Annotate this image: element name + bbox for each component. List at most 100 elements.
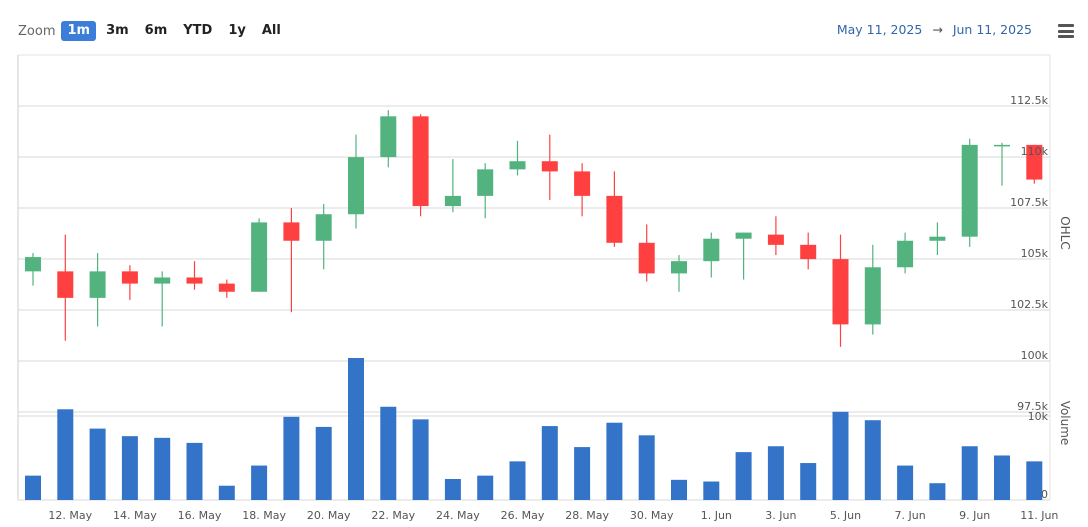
volume-bar[interactable]: [1026, 461, 1043, 500]
candle-body: [251, 222, 268, 292]
candle[interactable]: [735, 232, 752, 280]
candle-body: [315, 214, 332, 241]
zoom-3m-button[interactable]: 3m: [106, 23, 129, 38]
date-range: May 11, 2025 → Jun 11, 2025: [837, 22, 1032, 37]
volume-bar[interactable]: [574, 447, 591, 500]
candle-body: [994, 144, 1010, 147]
candle[interactable]: [509, 140, 526, 176]
volume-bar[interactable]: [606, 422, 623, 500]
candle[interactable]: [864, 244, 881, 335]
candle[interactable]: [767, 216, 784, 256]
candle[interactable]: [380, 110, 397, 168]
volume-bar[interactable]: [864, 420, 881, 500]
volume-bar[interactable]: [218, 485, 235, 500]
volume-bar[interactable]: [348, 358, 364, 500]
volume-axis: 10k 0: [1028, 410, 1049, 501]
candle-body: [89, 271, 106, 298]
x-tick-label: 3. Jun: [765, 509, 796, 522]
zoom-1y-button[interactable]: 1y: [228, 23, 246, 38]
volume-bar[interactable]: [897, 465, 914, 500]
candle[interactable]: [606, 171, 623, 247]
candle[interactable]: [315, 204, 332, 270]
candle[interactable]: [994, 142, 1010, 186]
candle[interactable]: [89, 253, 106, 327]
candle-body: [703, 238, 720, 262]
volume-bar[interactable]: [703, 481, 720, 500]
candle[interactable]: [25, 253, 41, 286]
candle[interactable]: [961, 138, 978, 247]
volume-bar[interactable]: [638, 435, 655, 500]
candle-body: [154, 277, 171, 284]
zoom-ytd-button[interactable]: YTD: [183, 23, 213, 38]
candle[interactable]: [412, 114, 429, 217]
candle[interactable]: [574, 163, 591, 217]
volume-bar[interactable]: [994, 455, 1010, 500]
zoom-6m-button[interactable]: 6m: [144, 23, 168, 38]
candle[interactable]: [251, 218, 268, 292]
candle[interactable]: [541, 134, 558, 200]
volume-bar[interactable]: [251, 465, 268, 500]
volume-bar[interactable]: [412, 419, 429, 500]
candle[interactable]: [929, 222, 946, 256]
zoom-bar: Zoom 1m 3m 6m YTD 1y All: [18, 20, 291, 42]
volume-bar[interactable]: [444, 479, 461, 500]
ohlc-series: [25, 110, 1043, 347]
ohlc-tick-label: 112.5k: [1010, 94, 1048, 107]
volume-bar[interactable]: [800, 463, 817, 500]
candle[interactable]: [832, 234, 849, 347]
volume-bar[interactable]: [121, 436, 138, 500]
ohlc-axis: 112.5k 110k 107.5k 105k 102.5k 100k 97.5k: [1010, 94, 1048, 413]
candle[interactable]: [703, 232, 720, 278]
zoom-1m-button[interactable]: 1m: [61, 21, 97, 41]
volume-bar[interactable]: [671, 479, 687, 500]
range-from-input[interactable]: May 11, 2025: [836, 22, 923, 37]
volume-bar[interactable]: [154, 437, 171, 500]
volume-bar[interactable]: [735, 452, 752, 500]
volume-bar[interactable]: [929, 483, 946, 500]
hamburger-menu-icon[interactable]: [1058, 24, 1074, 38]
candle-body: [57, 271, 74, 298]
volume-bar[interactable]: [315, 426, 332, 500]
range-to-input[interactable]: Jun 11, 2025: [952, 22, 1032, 37]
volume-bar[interactable]: [961, 446, 978, 500]
volume-bar[interactable]: [283, 416, 300, 500]
ohlc-tick-label: 105k: [1021, 247, 1049, 260]
volume-bar[interactable]: [25, 475, 41, 500]
candle[interactable]: [283, 208, 300, 313]
volume-bar[interactable]: [89, 428, 106, 500]
x-tick-label: 16. May: [178, 509, 222, 522]
candle[interactable]: [800, 232, 817, 270]
candle-body: [832, 259, 849, 325]
candle[interactable]: [1026, 144, 1043, 184]
volume-bar[interactable]: [477, 475, 494, 500]
volume-bar[interactable]: [832, 411, 849, 500]
volume-bar[interactable]: [186, 442, 203, 500]
candle[interactable]: [121, 265, 138, 300]
volume-bar[interactable]: [541, 426, 558, 500]
candle-body: [735, 232, 752, 239]
x-tick-label: 14. May: [113, 509, 157, 522]
candle-body: [283, 222, 300, 241]
x-tick-label: 28. May: [565, 509, 609, 522]
candle[interactable]: [57, 234, 74, 341]
candle[interactable]: [897, 232, 914, 274]
candle[interactable]: [444, 159, 461, 213]
candle[interactable]: [638, 224, 655, 282]
volume-axis-title: Volume: [1058, 401, 1072, 446]
candle[interactable]: [671, 255, 687, 292]
x-tick-label: 22. May: [371, 509, 415, 522]
x-tick-label: 30. May: [630, 509, 674, 522]
candle[interactable]: [218, 279, 235, 298]
volume-bar[interactable]: [509, 461, 526, 500]
candle[interactable]: [477, 163, 494, 219]
zoom-all-button[interactable]: All: [261, 23, 281, 38]
volume-bar[interactable]: [380, 406, 397, 500]
volume-bar[interactable]: [57, 409, 74, 500]
candle-body: [380, 116, 397, 158]
candle[interactable]: [348, 134, 364, 229]
x-tick-label: 11. Jun: [1020, 509, 1058, 522]
x-tick-label: 1. Jun: [701, 509, 732, 522]
volume-bar[interactable]: [767, 446, 784, 500]
candle[interactable]: [154, 271, 171, 327]
candle[interactable]: [186, 261, 203, 290]
